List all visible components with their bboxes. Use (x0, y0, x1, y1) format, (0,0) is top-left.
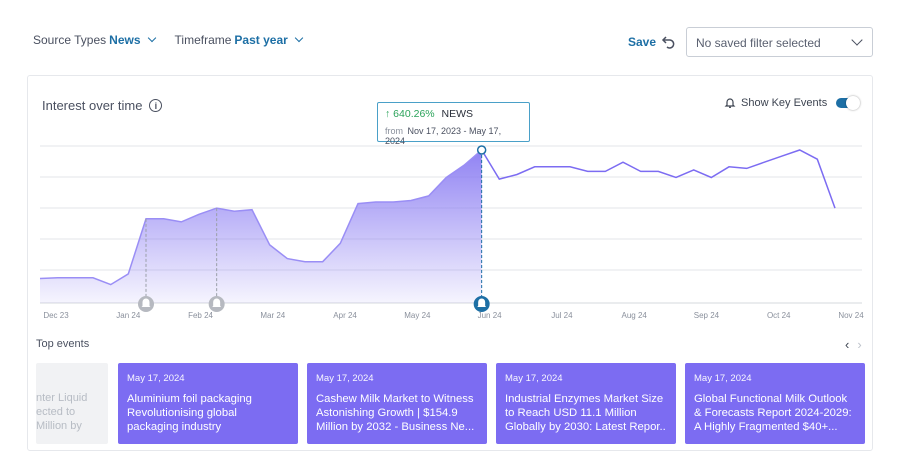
save-button[interactable]: Save (628, 35, 657, 49)
event-card[interactable]: May 17, 2024 Industrial Enzymes Market S… (496, 363, 676, 444)
events-pager: ‹ › (845, 337, 862, 352)
ghost-line: nter Liquid (36, 392, 88, 404)
info-icon[interactable]: i (149, 99, 163, 112)
bell-icon (477, 298, 487, 307)
series-line (481, 149, 836, 209)
bell-icon (141, 298, 151, 307)
event-date: May 17, 2024 (505, 373, 563, 384)
x-tick-label: Feb 24 (188, 311, 213, 320)
event-title: Cashew Milk Market to Witness Astonishin… (316, 393, 475, 433)
event-card[interactable]: May 17, 2024 Cashew Milk Market to Witne… (307, 363, 487, 444)
filter-bar: Source Types News Timeframe Past year (33, 33, 304, 47)
interest-card (27, 75, 873, 451)
chevron-right-icon[interactable]: › (857, 337, 862, 352)
chart-tooltip: ↑ 640.26% NEWS from Nov 17, 2023 - May 1… (377, 102, 530, 146)
tooltip-change-value: 640.26% (393, 108, 435, 120)
x-tick-label: Jan 24 (116, 311, 141, 320)
tooltip-range-value: Nov 17, 2023 - May 17, 2024 (385, 126, 502, 146)
event-date: May 17, 2024 (316, 373, 374, 384)
source-types-filter[interactable]: Source Types News (33, 33, 156, 47)
event-title: Aluminium foil packaging Revolutionising… (127, 393, 252, 433)
x-tick-label: Nov 24 (838, 311, 864, 320)
x-tick-label: Jun 24 (478, 311, 503, 320)
ghost-line: Million by (36, 420, 82, 432)
series-line-highlight (39, 149, 483, 286)
x-tick-label: Aug 24 (622, 311, 648, 320)
undo-icon[interactable] (660, 34, 676, 50)
source-types-value: News (109, 33, 141, 47)
source-types-label: Source Types (33, 33, 107, 47)
hover-point (476, 145, 487, 155)
event-date: May 17, 2024 (694, 373, 752, 384)
timeframe-filter[interactable]: Timeframe Past year (174, 33, 304, 47)
series-area (40, 150, 482, 303)
event-card[interactable]: May 17, 2024 Aluminium foil packaging Re… (118, 363, 298, 444)
x-tick-label: Apr 24 (333, 311, 357, 320)
card-title: Interest over time i (42, 98, 163, 113)
key-events-toggle[interactable] (836, 96, 861, 110)
tooltip-series: NEWS (441, 108, 474, 120)
event-card[interactable]: May 17, 2024 Global Functional Milk Outl… (685, 363, 865, 444)
key-event-markers (138, 145, 490, 312)
x-tick-label: Dec 23 (43, 311, 69, 320)
timeframe-value: Past year (234, 33, 288, 47)
x-axis-ticks: Dec 23 Jan 24 Feb 24 Mar 24 Apr 24 May 24 Jun … (43, 311, 864, 320)
x-tick-label: Jul 24 (551, 311, 573, 320)
x-tick-label: Mar 24 (260, 311, 285, 320)
previous-event-card[interactable]: nter Liquid ected to Million by (36, 363, 108, 444)
x-tick-label: May 24 (404, 311, 431, 320)
event-date: May 17, 2024 (127, 373, 185, 384)
timeframe-label: Timeframe (174, 33, 232, 47)
top-events-title: Top events (36, 338, 90, 350)
bell-icon (212, 298, 222, 307)
tooltip-range: from Nov 17, 2023 - May 17, 2024 (385, 126, 522, 146)
x-tick-label: Oct 24 (767, 311, 791, 320)
event-title: Industrial Enzymes Market Size to Reach … (505, 393, 666, 433)
x-tick-label: Sep 24 (694, 311, 720, 320)
bell-icon (724, 98, 736, 108)
card-title-text: Interest over time (42, 98, 143, 113)
show-key-events: Show Key Events (724, 96, 861, 110)
tooltip-change: ↑ 640.26% (385, 108, 435, 120)
show-key-events-label: Show Key Events (741, 97, 828, 109)
saved-filter-select[interactable]: No saved filter selected (686, 27, 873, 57)
ghost-line: ected to (36, 406, 76, 418)
saved-filter-value: No saved filter selected (696, 36, 821, 50)
tooltip-from-label: from (385, 126, 403, 136)
event-title: Global Functional Milk Outlook & Forecas… (694, 393, 852, 433)
chevron-left-icon[interactable]: ‹ (845, 337, 850, 352)
